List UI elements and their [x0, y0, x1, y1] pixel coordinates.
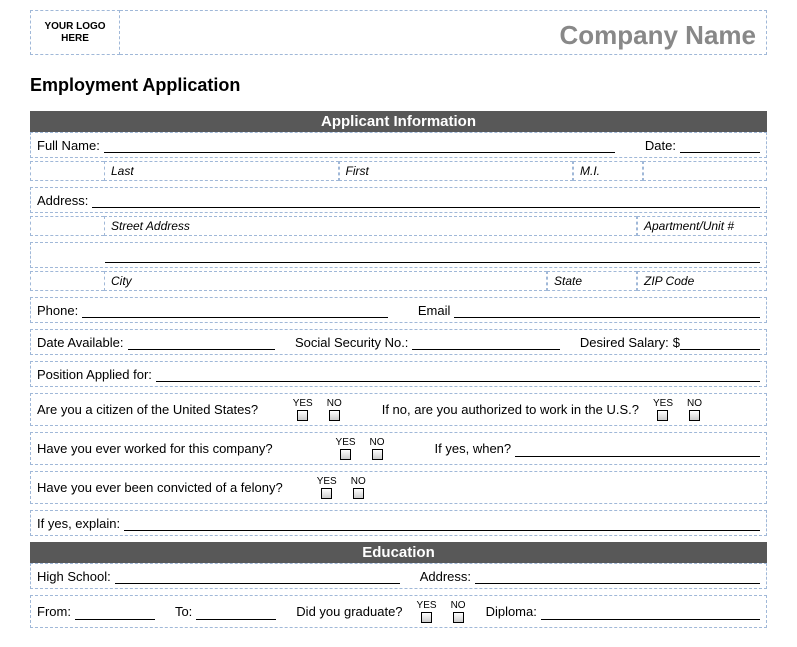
dollar-sign: $ — [673, 335, 680, 350]
label-worked: Have you ever worked for this company? — [37, 441, 273, 456]
label-yes: YES — [653, 398, 673, 409]
label-yes: YES — [417, 600, 437, 611]
input-to[interactable] — [196, 604, 276, 620]
input-email[interactable] — [454, 302, 760, 318]
logo-placeholder: YOUR LOGO HERE — [30, 10, 120, 55]
input-date-avail[interactable] — [128, 334, 275, 350]
label-no: NO — [327, 398, 342, 409]
label-to: To: — [175, 604, 192, 619]
input-ssn[interactable] — [412, 334, 559, 350]
label-explain: If yes, explain: — [37, 516, 120, 531]
header-spacer: Company Name — [120, 10, 767, 55]
sublabel-city: City — [104, 271, 547, 291]
label-phone: Phone: — [37, 303, 78, 318]
company-name: Company Name — [560, 20, 767, 51]
label-ssn: Social Security No.: — [295, 335, 408, 350]
sublabel-apt: Apartment/Unit # — [637, 216, 767, 236]
label-grad: Did you graduate? — [296, 604, 402, 619]
label-hs: High School: — [37, 569, 111, 584]
input-when[interactable] — [515, 441, 760, 457]
sublabel-zip: ZIP Code — [637, 271, 767, 291]
label-address: Address: — [37, 193, 88, 208]
label-no: NO — [370, 437, 385, 448]
sublabel-last: Last — [104, 161, 339, 181]
section-education: Education — [30, 542, 767, 563]
label-yes: YES — [317, 476, 337, 487]
checkbox-felony-yes[interactable] — [321, 488, 332, 499]
sublabel-street: Street Address — [104, 216, 637, 236]
sublabel-mi: M.I. — [573, 161, 643, 181]
label-yes: YES — [293, 398, 313, 409]
label-position: Position Applied for: — [37, 367, 152, 382]
section-applicant: Applicant Information — [30, 111, 767, 132]
input-salary[interactable] — [680, 334, 760, 350]
checkbox-worked-yes[interactable] — [340, 449, 351, 460]
label-date: Date: — [645, 138, 676, 153]
input-hs[interactable] — [115, 568, 400, 584]
label-auth: If no, are you authorized to work in the… — [382, 402, 639, 417]
label-email: Email — [418, 303, 451, 318]
label-citizen: Are you a citizen of the United States? — [37, 402, 258, 417]
input-diploma[interactable] — [541, 604, 760, 620]
label-when: If yes, when? — [435, 441, 512, 456]
checkbox-auth-no[interactable] — [689, 410, 700, 421]
input-explain[interactable] — [124, 515, 760, 531]
checkbox-citizen-no[interactable] — [329, 410, 340, 421]
label-date-avail: Date Available: — [37, 335, 124, 350]
checkbox-felony-no[interactable] — [353, 488, 364, 499]
sublabel-first: First — [339, 161, 574, 181]
label-no: NO — [687, 398, 702, 409]
input-address[interactable] — [92, 192, 760, 208]
sublabel-state: State — [547, 271, 637, 291]
label-no: NO — [351, 476, 366, 487]
label-no: NO — [451, 600, 466, 611]
input-date[interactable] — [680, 137, 760, 153]
label-diploma: Diploma: — [486, 604, 537, 619]
input-phone[interactable] — [82, 302, 388, 318]
checkbox-auth-yes[interactable] — [657, 410, 668, 421]
checkbox-grad-no[interactable] — [453, 612, 464, 623]
label-from: From: — [37, 604, 71, 619]
label-hs-addr: Address: — [420, 569, 471, 584]
input-hs-addr[interactable] — [475, 568, 760, 584]
label-yes: YES — [336, 437, 356, 448]
input-city-line[interactable] — [105, 247, 760, 263]
label-fullname: Full Name: — [37, 138, 100, 153]
checkbox-worked-no[interactable] — [372, 449, 383, 460]
page-title: Employment Application — [30, 75, 767, 96]
label-salary: Desired Salary: — [580, 335, 669, 350]
checkbox-grad-yes[interactable] — [421, 612, 432, 623]
label-felony: Have you ever been convicted of a felony… — [37, 480, 283, 495]
input-from[interactable] — [75, 604, 155, 620]
input-position[interactable] — [156, 366, 760, 382]
input-fullname[interactable] — [104, 137, 615, 153]
checkbox-citizen-yes[interactable] — [297, 410, 308, 421]
